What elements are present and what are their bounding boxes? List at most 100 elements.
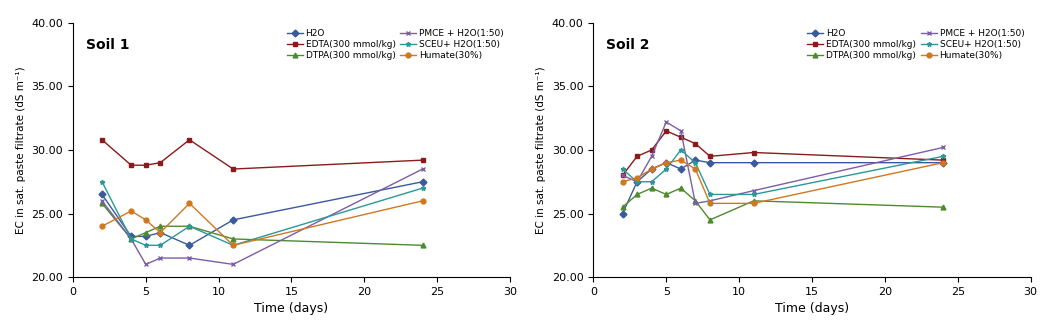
- EDTA(300 mmol/kg): [125, 163, 137, 167]
- Line: H2O: H2O: [620, 158, 945, 216]
- DTPA(300 mmol/kg): [154, 224, 167, 228]
- Humate(30%): [645, 167, 658, 171]
- DTPA(300 mmol/kg): [937, 205, 949, 209]
- SCEU+ H2O(1:50): [139, 243, 152, 247]
- EDTA(300 mmol/kg): [689, 141, 702, 145]
- PMCE + H2O(1:50): [125, 237, 137, 241]
- H2O: [125, 234, 137, 238]
- Line: EDTA(300 mmol/kg): EDTA(300 mmol/kg): [100, 137, 425, 171]
- DTPA(300 mmol/kg): [96, 201, 108, 205]
- DTPA(300 mmol/kg): [139, 231, 152, 235]
- Humate(30%): [747, 201, 760, 205]
- EDTA(300 mmol/kg): [747, 151, 760, 155]
- SCEU+ H2O(1:50): [937, 155, 949, 158]
- PMCE + H2O(1:50): [689, 201, 702, 205]
- DTPA(300 mmol/kg): [616, 205, 629, 209]
- H2O: [183, 243, 196, 247]
- H2O: [660, 161, 672, 165]
- DTPA(300 mmol/kg): [704, 218, 716, 222]
- X-axis label: Time (days): Time (days): [775, 303, 849, 315]
- DTPA(300 mmol/kg): [125, 237, 137, 241]
- PMCE + H2O(1:50): [704, 199, 716, 203]
- EDTA(300 mmol/kg): [704, 155, 716, 158]
- Line: Humate(30%): Humate(30%): [620, 158, 945, 206]
- H2O: [747, 161, 760, 165]
- Humate(30%): [125, 209, 137, 213]
- DTPA(300 mmol/kg): [631, 192, 643, 196]
- Humate(30%): [154, 231, 167, 235]
- H2O: [689, 158, 702, 162]
- Humate(30%): [631, 176, 643, 180]
- Legend: H2O, EDTA(300 mmol/kg), DTPA(300 mmol/kg), PMCE + H2O(1:50), SCEU+ H2O(1:50), Hu: H2O, EDTA(300 mmol/kg), DTPA(300 mmol/kg…: [806, 27, 1026, 62]
- Line: Humate(30%): Humate(30%): [100, 199, 425, 248]
- Y-axis label: EC in sat. paste filtrate (dS m⁻¹): EC in sat. paste filtrate (dS m⁻¹): [536, 66, 547, 234]
- H2O: [96, 192, 108, 196]
- Humate(30%): [675, 158, 687, 162]
- SCEU+ H2O(1:50): [660, 167, 672, 171]
- EDTA(300 mmol/kg): [96, 138, 108, 142]
- DTPA(300 mmol/kg): [416, 243, 429, 247]
- Humate(30%): [139, 218, 152, 222]
- SCEU+ H2O(1:50): [747, 192, 760, 196]
- Humate(30%): [660, 161, 672, 165]
- H2O: [704, 161, 716, 165]
- Line: H2O: H2O: [100, 179, 425, 248]
- SCEU+ H2O(1:50): [675, 148, 687, 152]
- SCEU+ H2O(1:50): [645, 180, 658, 184]
- DTPA(300 mmol/kg): [660, 192, 672, 196]
- SCEU+ H2O(1:50): [154, 243, 167, 247]
- EDTA(300 mmol/kg): [660, 129, 672, 133]
- H2O: [675, 167, 687, 171]
- Humate(30%): [96, 224, 108, 228]
- PMCE + H2O(1:50): [416, 167, 429, 171]
- H2O: [616, 212, 629, 215]
- PMCE + H2O(1:50): [154, 256, 167, 260]
- SCEU+ H2O(1:50): [227, 243, 239, 247]
- H2O: [631, 180, 643, 184]
- EDTA(300 mmol/kg): [139, 163, 152, 167]
- EDTA(300 mmol/kg): [183, 138, 196, 142]
- PMCE + H2O(1:50): [139, 262, 152, 266]
- H2O: [937, 161, 949, 165]
- EDTA(300 mmol/kg): [154, 161, 167, 165]
- EDTA(300 mmol/kg): [227, 167, 239, 171]
- SCEU+ H2O(1:50): [631, 180, 643, 184]
- Humate(30%): [227, 243, 239, 247]
- DTPA(300 mmol/kg): [689, 199, 702, 203]
- X-axis label: Time (days): Time (days): [254, 303, 329, 315]
- EDTA(300 mmol/kg): [937, 158, 949, 162]
- EDTA(300 mmol/kg): [416, 158, 429, 162]
- Text: Soil 2: Soil 2: [607, 38, 650, 52]
- PMCE + H2O(1:50): [631, 180, 643, 184]
- Line: SCEU+ H2O(1:50): SCEU+ H2O(1:50): [620, 148, 945, 197]
- SCEU+ H2O(1:50): [125, 237, 137, 241]
- EDTA(300 mmol/kg): [645, 148, 658, 152]
- H2O: [227, 218, 239, 222]
- Line: DTPA(300 mmol/kg): DTPA(300 mmol/kg): [100, 201, 425, 248]
- DTPA(300 mmol/kg): [645, 186, 658, 190]
- PMCE + H2O(1:50): [616, 173, 629, 177]
- DTPA(300 mmol/kg): [675, 186, 687, 190]
- Humate(30%): [937, 161, 949, 165]
- DTPA(300 mmol/kg): [747, 199, 760, 203]
- Line: DTPA(300 mmol/kg): DTPA(300 mmol/kg): [620, 186, 945, 222]
- H2O: [139, 234, 152, 238]
- Line: EDTA(300 mmol/kg): EDTA(300 mmol/kg): [620, 128, 945, 178]
- SCEU+ H2O(1:50): [616, 167, 629, 171]
- Humate(30%): [416, 199, 429, 203]
- Line: SCEU+ H2O(1:50): SCEU+ H2O(1:50): [100, 179, 425, 248]
- DTPA(300 mmol/kg): [227, 237, 239, 241]
- PMCE + H2O(1:50): [183, 256, 196, 260]
- SCEU+ H2O(1:50): [416, 186, 429, 190]
- H2O: [154, 231, 167, 235]
- SCEU+ H2O(1:50): [183, 224, 196, 228]
- Humate(30%): [616, 180, 629, 184]
- Humate(30%): [183, 201, 196, 205]
- PMCE + H2O(1:50): [675, 129, 687, 133]
- SCEU+ H2O(1:50): [704, 192, 716, 196]
- Text: Soil 1: Soil 1: [86, 38, 129, 52]
- SCEU+ H2O(1:50): [96, 180, 108, 184]
- PMCE + H2O(1:50): [227, 262, 239, 266]
- PMCE + H2O(1:50): [645, 155, 658, 158]
- H2O: [416, 180, 429, 184]
